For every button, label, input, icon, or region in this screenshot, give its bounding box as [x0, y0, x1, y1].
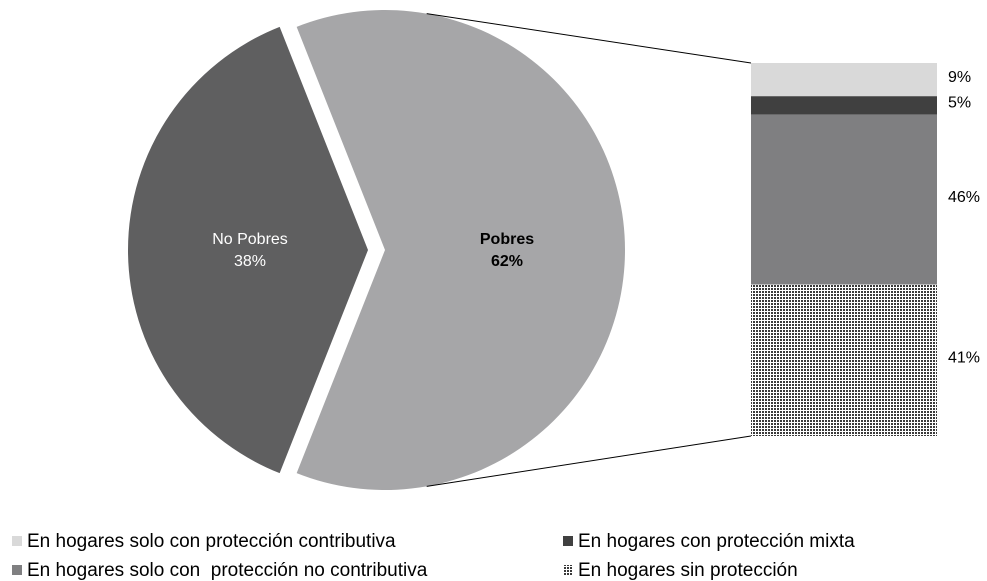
legend-swatch: [563, 565, 573, 575]
legend-label: En hogares solo con protección contribut…: [27, 531, 396, 552]
bar-value-label: 5%: [948, 95, 971, 112]
legend-swatch: [12, 565, 22, 575]
bar-value-label: 46%: [948, 189, 980, 206]
pie-label: No Pobres: [212, 231, 288, 248]
connector-line: [426, 435, 752, 487]
pie-value-label: 62%: [491, 253, 523, 270]
bar-segment: [751, 96, 937, 115]
bar-segment: [751, 114, 937, 285]
legend-label: En hogares sin protección: [578, 560, 798, 581]
legend-swatch: [563, 536, 573, 546]
legend-swatch: [12, 536, 22, 546]
legend-label: En hogares con protección mixta: [578, 531, 855, 552]
pie-label: Pobres: [480, 231, 534, 248]
pie-slice: [127, 26, 368, 474]
connector-line: [426, 13, 752, 64]
bar-segment: [751, 63, 937, 97]
bar-value-label: 9%: [948, 69, 971, 86]
bar-value-label: 41%: [948, 350, 980, 367]
bar-segment: [751, 284, 937, 436]
legend-label: En hogares solo con protección no contri…: [27, 560, 428, 581]
pie-slice: [296, 10, 625, 490]
pie-value-label: 38%: [234, 253, 266, 270]
